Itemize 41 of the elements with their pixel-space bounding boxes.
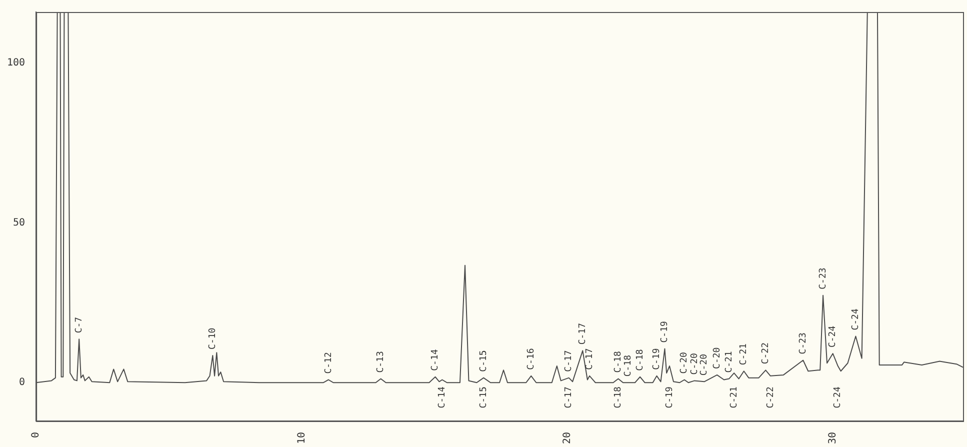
- annotation: C-23: [818, 268, 828, 290]
- annotation: C-22: [761, 342, 772, 364]
- annotation: C-18: [623, 354, 634, 377]
- annotation: C-21: [739, 343, 750, 366]
- annotation: C-12: [324, 352, 334, 374]
- annotation: C-7: [74, 316, 84, 334]
- annotation: C-19: [664, 386, 675, 408]
- x-tick-label: 20: [562, 432, 573, 444]
- x-tick-label: 30: [827, 432, 838, 444]
- annotation: C-21: [724, 351, 734, 373]
- annotation: C-20: [712, 347, 722, 369]
- annotation: C-19: [652, 348, 662, 370]
- annotation: C-24: [851, 308, 862, 330]
- annotation: C-10: [208, 328, 218, 350]
- annotation: C-13: [376, 351, 386, 373]
- annotation: C-17: [578, 322, 588, 345]
- annotation: C-15: [478, 350, 489, 372]
- annotation: C-17: [564, 350, 574, 372]
- annotation: C-14: [438, 386, 448, 408]
- annotation: C-18: [614, 351, 624, 373]
- annotation: C-23: [798, 332, 808, 354]
- annotation: C-21: [729, 386, 740, 408]
- y-tick-label: 50: [13, 217, 26, 228]
- annotation: C-22: [766, 386, 776, 408]
- annotation: C-19: [660, 321, 670, 343]
- annotation: C-17: [564, 386, 574, 408]
- annotation: C-20: [690, 353, 700, 375]
- annotation: C-18: [614, 386, 624, 408]
- annotation: C-17: [584, 348, 595, 370]
- annotation: C-15: [478, 386, 489, 408]
- y-tick-label: 100: [7, 58, 26, 69]
- annotation: C-24: [828, 326, 838, 348]
- y-tick-label: 0: [19, 377, 26, 388]
- x-tick-label: 0: [30, 432, 42, 438]
- annotation: C-14: [430, 349, 441, 371]
- annotation: C-20: [700, 354, 710, 376]
- annotation: C-24: [833, 386, 844, 408]
- annotation: C-20: [680, 352, 690, 374]
- x-tick-label: 10: [296, 432, 308, 444]
- annotation: C-18: [635, 349, 646, 371]
- annotation: C-16: [526, 348, 536, 370]
